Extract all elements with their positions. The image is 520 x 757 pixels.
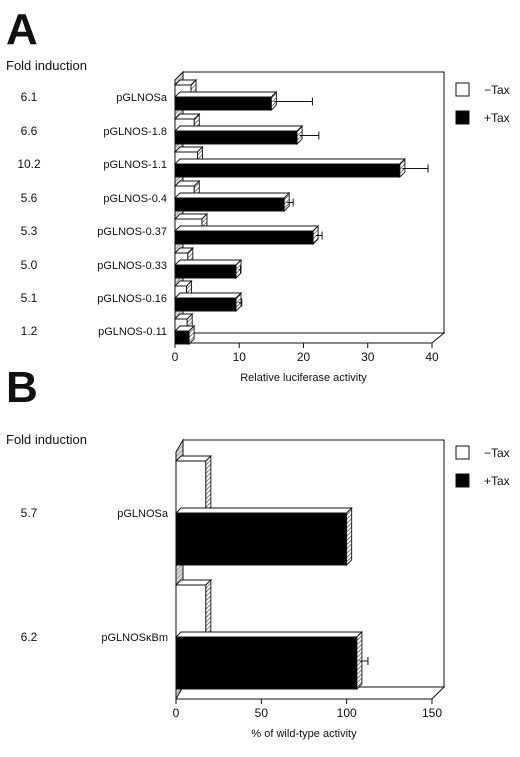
panel-a-category-label-pglnos-0-11: pGLNOS-0.11: [98, 326, 167, 338]
panel-a-x-tick-label-0: 0: [172, 350, 179, 364]
panel-a-legend-swatch-tax: [455, 110, 470, 125]
panel-a-x-axis-label: Relative luciferase activity: [240, 372, 367, 384]
panel-a-x-tick-label-30: 30: [361, 350, 375, 364]
panel-a-fold-value-pglnosa: 6.1: [21, 90, 38, 104]
panel-b-legend-swatch-tax: [455, 445, 470, 460]
panel-a-bar-plus-tax-pglnos-0-11: [173, 324, 196, 346]
panel-a-bar-plus-tax-pglnos-0-33: [173, 258, 243, 280]
panel-a-fold-value-pglnos-0-4: 5.6: [21, 191, 38, 205]
panel-a-category-label-pglnos-1-8: pGLNOS-1.8: [103, 126, 167, 138]
panel-b-letter: B: [6, 363, 38, 412]
panel-a-legend-label-plus-tax: +Tax: [484, 111, 510, 125]
panel-a-legend-swatch-tax: [455, 82, 470, 97]
panel-b-x-axis-label: % of wild-type activity: [251, 728, 357, 740]
panel-a-category-label-pglnos-0-16: pGLNOS-0.16: [97, 293, 167, 305]
panel-b-x-tick-label-0: 0: [173, 706, 180, 720]
panel-b-fold-value-pglnos-bm: 6.2: [21, 630, 38, 644]
panel-a-error-bar-pglnos-1-1: [402, 164, 429, 173]
panel-a-bar-plus-tax-pglnos-0-16: [173, 291, 243, 313]
panel-a-fold-value-pglnos-1-8: 6.6: [21, 124, 38, 138]
panel-b-category-label-pglnosa: pGLNOSa: [117, 508, 169, 520]
panel-a-fold-value-pglnos-1-1: 10.2: [17, 157, 41, 171]
panel-a-floor: [173, 332, 446, 344]
panel-a-bar-plus-tax-pglnosa: [173, 90, 278, 112]
panel-a-bar-plus-tax-pglnos-1-1: [173, 157, 406, 179]
panel-b-x-tick-label-150: 150: [422, 706, 442, 720]
panel-a-error-bar-pglnos-0-37: [315, 231, 323, 240]
panel-b-bar-plus-tax-pglnos-bm: [174, 630, 363, 691]
panel-a-fold-value-pglnos-0-33: 5.0: [21, 258, 38, 272]
panel-a-fold-value-pglnos-0-16: 5.1: [21, 291, 38, 305]
panel-b-legend-label-minus-tax: −Tax: [484, 446, 510, 460]
panel-b-bar-plus-tax-pglnosa: [174, 506, 353, 567]
panel-a-bar-plus-tax-pglnos-0-4: [173, 191, 291, 213]
panel-a-error-bar-pglnos-0-33: [238, 265, 241, 274]
panel-b-category-label-pglnos-bm: pGLNOSκBm: [101, 632, 168, 644]
panel-b-fold-value-pglnosa: 5.7: [21, 506, 38, 520]
panel-a-bar-plus-tax-pglnos-0-37: [173, 224, 320, 246]
panel-b-bar-minus-tax-pglnosa: [174, 454, 212, 515]
panel-a-chart: 0 10 20 30 40 Relative luciferase activity pGL…: [17, 70, 510, 384]
panel-a-x-tick-label-10: 10: [233, 350, 247, 364]
panel-b-legend-label-plus-tax: +Tax: [484, 474, 510, 488]
panel-a-category-label-pglnos-0-4: pGLNOS-0.4: [103, 193, 167, 205]
panel-a-letter: A: [6, 5, 38, 54]
panel-a-error-bar-pglnosa: [273, 97, 313, 106]
panel-b-x-tick-label-50: 50: [255, 706, 269, 720]
panel-a-error-bar-pglnos-1-8: [299, 131, 320, 140]
panel-b-bar-minus-tax-pglnos-bm: [174, 578, 212, 639]
panel-a-x-tick-label-20: 20: [297, 350, 311, 364]
panel-b-chart: 0 50 100 150 % of wild-type activity pGLNOSa 5…: [21, 438, 510, 740]
panel-a-category-label-pglnos-0-37: pGLNOS-0.37: [97, 226, 167, 238]
panel-a-fold-value-pglnos-0-37: 5.3: [21, 224, 38, 238]
panel-a-fold-induction-header: Fold induction: [6, 58, 87, 73]
panel-b-fold-induction-header: Fold induction: [6, 432, 87, 447]
panel-a-category-label-pglnos-1-1: pGLNOS-1.1: [103, 159, 167, 171]
panel-a-fold-value-pglnos-0-11: 1.2: [21, 324, 38, 338]
panel-a-category-label-pglnos-0-33: pGLNOS-0.33: [97, 260, 167, 272]
panel-a-error-bar-pglnos-0-16: [238, 298, 243, 307]
panel-b-x-tick-label-100: 100: [337, 706, 357, 720]
panel-a-error-bar-pglnos-0-4: [286, 198, 294, 207]
panel-a-x-tick-label-40: 40: [425, 350, 439, 364]
panel-b-error-bar-pglnos-bm: [359, 657, 369, 665]
panel-a-legend-label-minus-tax: −Tax: [484, 83, 510, 97]
panel-b-legend-swatch-tax: [455, 473, 470, 488]
panel-a-bar-plus-tax-pglnos-1-8: [173, 124, 304, 146]
panel-a-category-label-pglnosa: pGLNOSa: [116, 92, 168, 104]
